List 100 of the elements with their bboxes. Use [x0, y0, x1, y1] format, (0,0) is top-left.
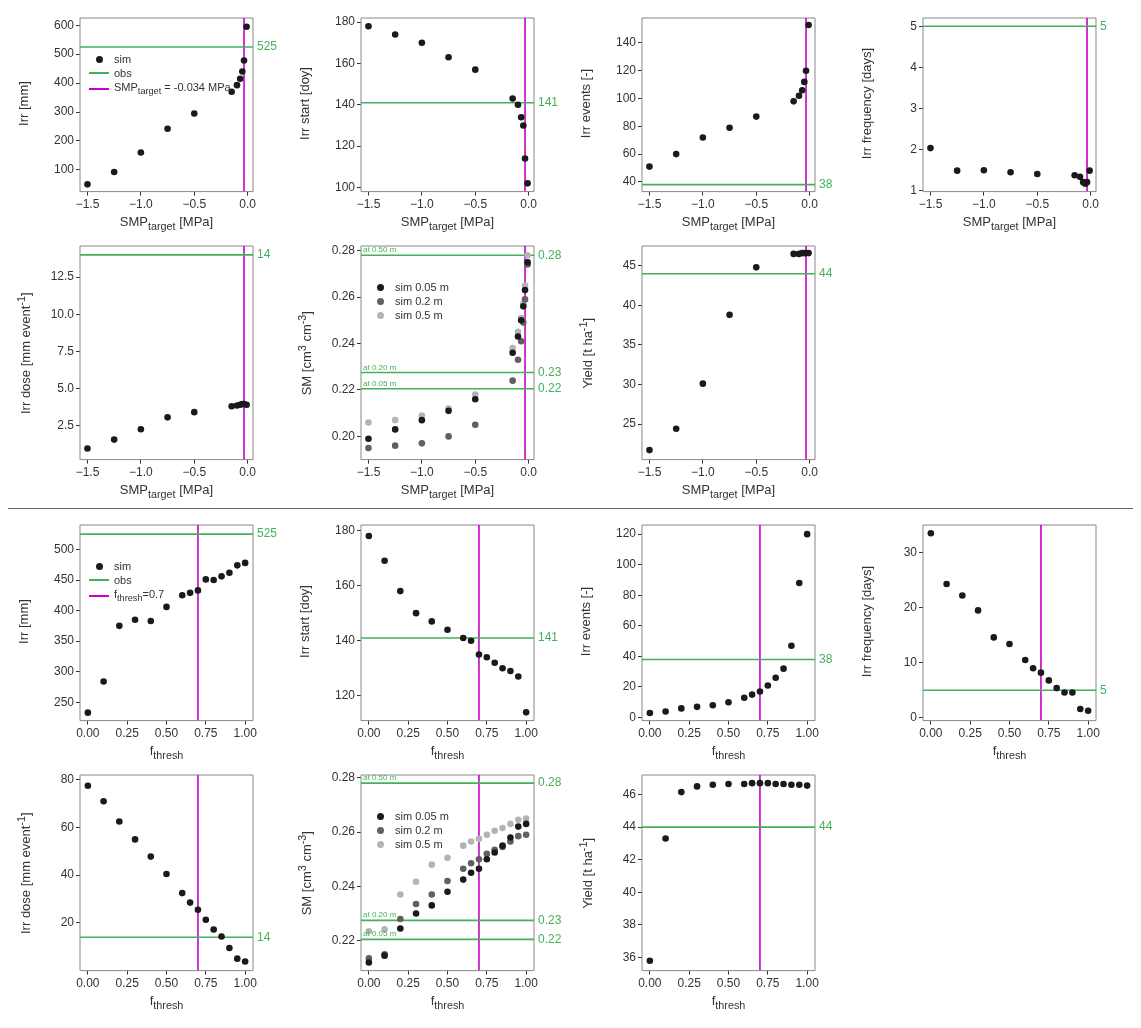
data-label: 44 [819, 819, 833, 834]
y-tick-label: 5.0 [57, 380, 75, 395]
x-axis-title: f$_{thresh}$ [991, 743, 1028, 761]
data-label: 141 [538, 630, 559, 645]
y-tick-label: 0.22 [331, 382, 356, 397]
x-tick-label: 0.75 [475, 726, 499, 741]
y-tick-label: 600 [53, 17, 75, 32]
x-tick-label: 0.0 [520, 465, 538, 480]
x-axis-title: SMP$_{target}$ [MPa] [118, 214, 215, 232]
y-tick-label: 180 [334, 522, 356, 537]
x-tick-label: 0.0 [239, 465, 257, 480]
y-tick-label: 0.26 [331, 289, 356, 304]
y-tick-label: 120 [334, 138, 356, 153]
x-tick-label: −0.5 [463, 197, 488, 212]
x-axis-title: f$_{thresh}$ [429, 993, 466, 1011]
y-tick-label: 0.26 [331, 824, 356, 839]
y-tick-label: 30 [903, 544, 918, 559]
legend-label: sim 0.05 m [395, 809, 449, 823]
x-tick-label: 1.00 [233, 976, 258, 991]
y-tick-label: 44 [622, 819, 637, 834]
x-tick-label: −0.5 [463, 465, 488, 480]
x-tick-label: −1.5 [637, 465, 662, 480]
x-tick-label: −1.5 [356, 465, 381, 480]
y-tick-label: 120 [615, 526, 637, 541]
y-tick-label: 30 [622, 376, 637, 391]
x-tick-label: 0.25 [115, 726, 140, 741]
y-axis-title: Irr [mm] [16, 597, 32, 646]
y-axis-title: Irr start [doy] [297, 65, 313, 142]
y-tick-label: 40 [622, 174, 637, 189]
legend-label: sim 0.2 m [395, 823, 443, 837]
x-axis-title: SMP$_{target}$ [MPa] [680, 482, 777, 500]
x-tick-label: −1.0 [691, 197, 716, 212]
annotation: at 0.50 m [363, 245, 397, 255]
y-tick-label: 0.28 [331, 242, 356, 257]
y-tick-label: 0 [629, 709, 637, 724]
x-tick-label: 0.50 [154, 976, 179, 991]
x-tick-label: 0.50 [435, 726, 460, 741]
data-label: 38 [819, 176, 833, 191]
x-axis-title: f$_{thresh}$ [710, 743, 747, 761]
y-tick-label: 0.22 [331, 933, 356, 948]
y-tick-label: 0.24 [331, 878, 356, 893]
x-tick-label: 0.00 [357, 976, 381, 991]
x-axis-title: SMP$_{target}$ [MPa] [399, 214, 496, 232]
y-tick-label: 450 [53, 572, 75, 587]
y-tick-label: 500 [53, 46, 75, 61]
x-tick-label: −1.0 [410, 197, 435, 212]
y-axis-title: Irr frequency [days] [859, 564, 875, 679]
annotation: at 0.50 m [363, 773, 397, 783]
y-tick-label: 80 [622, 587, 637, 602]
y-axis-title: Irr start [doy] [297, 583, 313, 660]
y-tick-label: 0.20 [331, 428, 356, 443]
x-axis-title: SMP$_{target}$ [MPa] [118, 482, 215, 500]
y-tick-label: 12.5 [50, 269, 75, 284]
x-tick-label: 0.25 [396, 976, 421, 991]
y-tick-label: 300 [53, 664, 75, 679]
y-tick-label: 100 [334, 179, 356, 194]
x-tick-label: 0.00 [76, 976, 100, 991]
y-axis-title: Irr [mm] [16, 79, 32, 128]
x-tick-label: −1.0 [129, 465, 154, 480]
x-tick-label: 1.00 [795, 976, 820, 991]
x-tick-label: −1.0 [410, 465, 435, 480]
x-tick-label: −1.0 [129, 197, 154, 212]
x-tick-label: −0.5 [182, 465, 207, 480]
x-tick-label: 0.50 [716, 726, 741, 741]
y-tick-label: 10 [903, 655, 918, 670]
y-tick-label: 36 [622, 949, 637, 964]
x-tick-label: 0.25 [677, 976, 702, 991]
y-axis-title: Irr frequency [days] [859, 46, 875, 161]
y-tick-label: 45 [622, 258, 637, 273]
x-tick-label: −0.5 [1025, 197, 1050, 212]
y-tick-label: 40 [622, 648, 637, 663]
x-tick-label: 0.0 [801, 465, 819, 480]
y-tick-label: 200 [53, 133, 75, 148]
data-label: 0.28 [538, 775, 562, 790]
x-tick-label: −0.5 [182, 197, 207, 212]
data-label: 141 [538, 95, 559, 110]
data-label: 38 [819, 651, 833, 666]
legend-label: f$_{thresh}$=0.7 [114, 587, 165, 606]
y-tick-label: 100 [615, 557, 637, 572]
y-tick-label: 40 [60, 867, 75, 882]
x-axis-title: SMP$_{target}$ [MPa] [680, 214, 777, 232]
x-tick-label: 0.75 [756, 726, 780, 741]
y-tick-label: 20 [622, 679, 637, 694]
y-tick-label: 60 [60, 819, 75, 834]
y-tick-label: 5 [910, 18, 918, 33]
y-axis-title: Irr events [-] [578, 585, 594, 658]
y-tick-label: 100 [53, 162, 75, 177]
x-axis-title: f$_{thresh}$ [148, 743, 185, 761]
y-tick-label: 400 [53, 602, 75, 617]
x-tick-label: 1.00 [514, 726, 539, 741]
y-tick-label: 180 [334, 14, 356, 29]
y-tick-label: 0.24 [331, 335, 356, 350]
data-label: 44 [819, 266, 833, 280]
legend-label: sim 0.5 m [395, 308, 443, 322]
y-tick-label: 300 [53, 104, 75, 119]
x-tick-label: 0.0 [1082, 197, 1100, 212]
y-tick-label: 42 [622, 852, 637, 867]
x-tick-label: 1.00 [795, 726, 820, 741]
x-tick-label: 0.00 [638, 726, 662, 741]
annotation: at 0.20 m [363, 910, 397, 920]
